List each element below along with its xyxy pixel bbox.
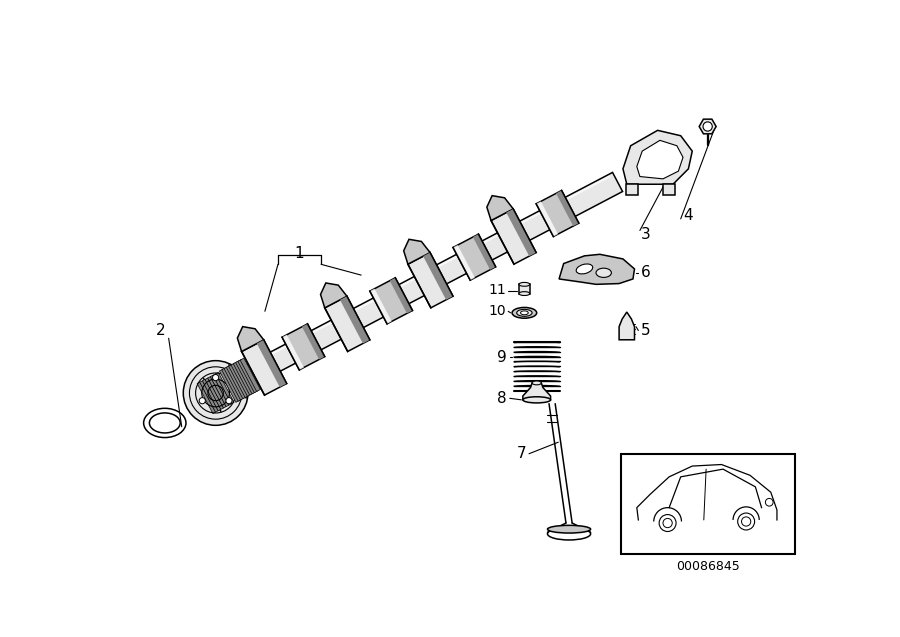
Polygon shape <box>221 368 242 401</box>
Polygon shape <box>472 234 496 269</box>
Circle shape <box>659 515 676 531</box>
Ellipse shape <box>547 526 590 533</box>
Polygon shape <box>229 364 248 397</box>
Polygon shape <box>699 119 716 134</box>
Polygon shape <box>203 365 247 411</box>
Polygon shape <box>213 374 231 405</box>
Polygon shape <box>202 380 220 411</box>
Polygon shape <box>390 278 412 313</box>
Text: 9: 9 <box>497 350 507 365</box>
Circle shape <box>226 397 232 404</box>
Polygon shape <box>637 140 683 179</box>
Polygon shape <box>340 296 370 343</box>
Polygon shape <box>623 131 692 184</box>
Ellipse shape <box>149 413 180 433</box>
Polygon shape <box>238 327 264 352</box>
Polygon shape <box>236 361 256 394</box>
Text: 8: 8 <box>497 391 507 406</box>
Polygon shape <box>220 369 239 403</box>
Ellipse shape <box>517 310 532 317</box>
Polygon shape <box>197 382 216 413</box>
Polygon shape <box>619 312 634 340</box>
Polygon shape <box>211 375 229 406</box>
Polygon shape <box>240 358 260 392</box>
Polygon shape <box>233 362 254 395</box>
Bar <box>663 184 675 195</box>
Ellipse shape <box>576 264 593 274</box>
Polygon shape <box>203 376 225 411</box>
Polygon shape <box>320 283 346 308</box>
Polygon shape <box>487 196 513 220</box>
Bar <box>519 284 530 294</box>
Polygon shape <box>491 209 536 264</box>
Polygon shape <box>523 383 551 400</box>
Ellipse shape <box>520 311 528 315</box>
Ellipse shape <box>519 292 530 296</box>
Ellipse shape <box>519 282 530 286</box>
Polygon shape <box>200 381 219 412</box>
Circle shape <box>703 122 712 131</box>
Text: 6: 6 <box>641 265 651 280</box>
Circle shape <box>742 517 751 526</box>
Polygon shape <box>453 245 475 280</box>
Polygon shape <box>256 340 287 387</box>
Polygon shape <box>408 252 453 308</box>
Polygon shape <box>507 209 536 256</box>
Polygon shape <box>202 173 623 408</box>
Polygon shape <box>241 340 287 395</box>
Polygon shape <box>536 190 579 236</box>
Bar <box>621 454 795 554</box>
Polygon shape <box>282 324 325 370</box>
Text: 7: 7 <box>517 447 526 461</box>
Circle shape <box>765 498 773 506</box>
Ellipse shape <box>144 408 186 438</box>
Polygon shape <box>556 190 579 226</box>
Circle shape <box>738 513 754 530</box>
Circle shape <box>212 375 219 381</box>
Polygon shape <box>231 363 251 396</box>
Text: 2: 2 <box>156 323 166 338</box>
Text: 11: 11 <box>489 283 507 297</box>
Circle shape <box>199 397 205 404</box>
Text: 1: 1 <box>294 246 304 261</box>
Polygon shape <box>224 367 244 400</box>
Text: 3: 3 <box>641 227 651 242</box>
Polygon shape <box>238 359 258 392</box>
Text: 10: 10 <box>489 304 507 318</box>
Text: 4: 4 <box>684 208 693 222</box>
Polygon shape <box>208 376 226 408</box>
Ellipse shape <box>512 308 536 318</box>
Polygon shape <box>370 289 392 324</box>
Polygon shape <box>536 201 558 236</box>
Polygon shape <box>453 234 496 280</box>
Text: 5: 5 <box>641 323 651 338</box>
Circle shape <box>663 519 672 527</box>
Ellipse shape <box>596 268 611 277</box>
Polygon shape <box>423 252 453 300</box>
Ellipse shape <box>532 381 541 385</box>
Bar <box>626 184 638 195</box>
Polygon shape <box>559 254 634 284</box>
Text: 00086845: 00086845 <box>676 560 740 573</box>
Polygon shape <box>325 296 370 352</box>
Polygon shape <box>226 366 247 399</box>
Circle shape <box>184 361 248 426</box>
Ellipse shape <box>523 397 551 403</box>
Polygon shape <box>404 240 430 264</box>
Ellipse shape <box>547 527 590 540</box>
Polygon shape <box>205 378 223 410</box>
Polygon shape <box>223 365 247 401</box>
Polygon shape <box>302 324 325 359</box>
Polygon shape <box>370 278 412 324</box>
Polygon shape <box>282 335 304 370</box>
Polygon shape <box>216 373 234 404</box>
